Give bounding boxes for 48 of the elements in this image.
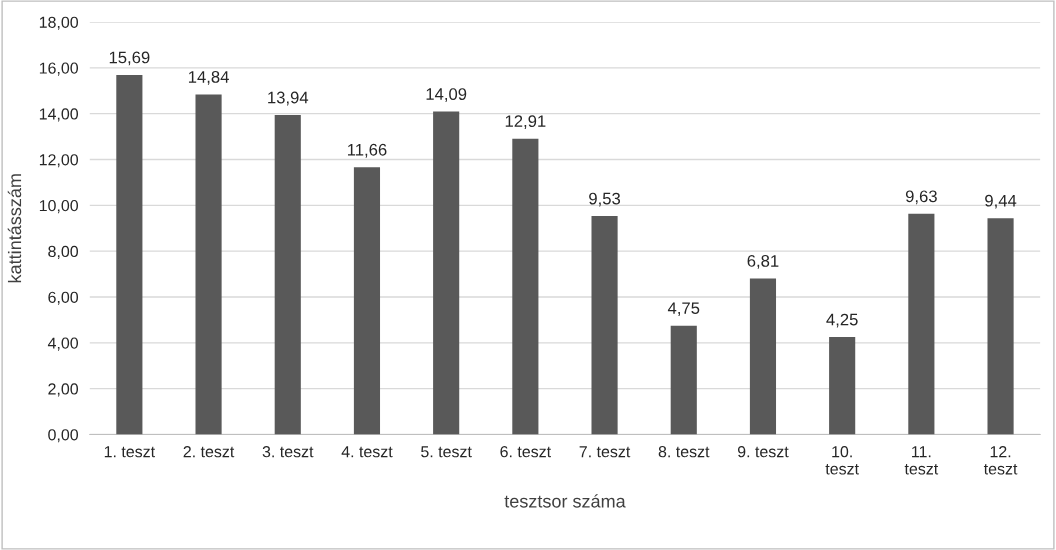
data-label: 9,53 bbox=[589, 192, 621, 207]
y-tick-label: 4,00 bbox=[47, 337, 79, 351]
bar bbox=[908, 213, 935, 435]
x-tick-label: 12. teszt bbox=[983, 446, 1018, 475]
bar bbox=[433, 111, 460, 435]
y-tick-label: 0,00 bbox=[48, 429, 79, 443]
x-tick-label: 11. teszt bbox=[904, 446, 939, 475]
y-tick-label: 12,00 bbox=[39, 154, 79, 168]
bar bbox=[829, 337, 856, 435]
x-tick-label: 9. teszt bbox=[737, 446, 789, 458]
x-tick-label: 8. teszt bbox=[658, 446, 710, 458]
data-label: 15,69 bbox=[109, 51, 150, 66]
x-tick-label: 4. teszt bbox=[341, 446, 393, 458]
x-tick-label: 1. teszt bbox=[104, 446, 155, 458]
data-label: 14,84 bbox=[188, 70, 229, 85]
data-label: 13,94 bbox=[268, 91, 309, 106]
bar bbox=[749, 278, 777, 435]
data-label: 14,09 bbox=[426, 88, 467, 102]
x-tick-label: 3. teszt bbox=[262, 446, 314, 458]
bar bbox=[987, 218, 1014, 435]
bar bbox=[670, 325, 697, 435]
data-label: 11,66 bbox=[347, 143, 387, 158]
data-label: 6,81 bbox=[747, 255, 779, 269]
bar bbox=[353, 167, 381, 435]
bar bbox=[591, 216, 618, 435]
data-label: 12,91 bbox=[505, 115, 546, 129]
y-tick-label: 6,00 bbox=[48, 291, 79, 305]
y-tick-label: 8,00 bbox=[48, 245, 79, 259]
y-axis-title: kattintásszám bbox=[7, 174, 22, 283]
data-label: 9,63 bbox=[905, 190, 937, 205]
x-tick-label: 10. teszt bbox=[825, 446, 859, 475]
x-tick-label: 6. teszt bbox=[500, 446, 551, 458]
bar bbox=[512, 138, 539, 435]
bar bbox=[274, 115, 301, 435]
x-tick-label: 5. teszt bbox=[421, 446, 472, 458]
x-tick-label: 7. teszt bbox=[579, 446, 631, 458]
bar bbox=[195, 94, 222, 435]
bar bbox=[116, 74, 143, 435]
y-tick-label: 18,00 bbox=[39, 16, 79, 30]
x-tick-label: 2. teszt bbox=[183, 446, 235, 458]
data-label: 4,75 bbox=[667, 302, 700, 316]
data-label: 4,25 bbox=[826, 313, 858, 328]
x-axis-title: tesztsor száma bbox=[504, 494, 626, 508]
y-tick-label: 14,00 bbox=[39, 108, 79, 122]
data-label: 9,44 bbox=[985, 194, 1017, 209]
y-tick-label: 2,00 bbox=[48, 383, 79, 397]
y-tick-label: 16,00 bbox=[39, 62, 79, 76]
y-tick-label: 10,00 bbox=[39, 199, 79, 214]
